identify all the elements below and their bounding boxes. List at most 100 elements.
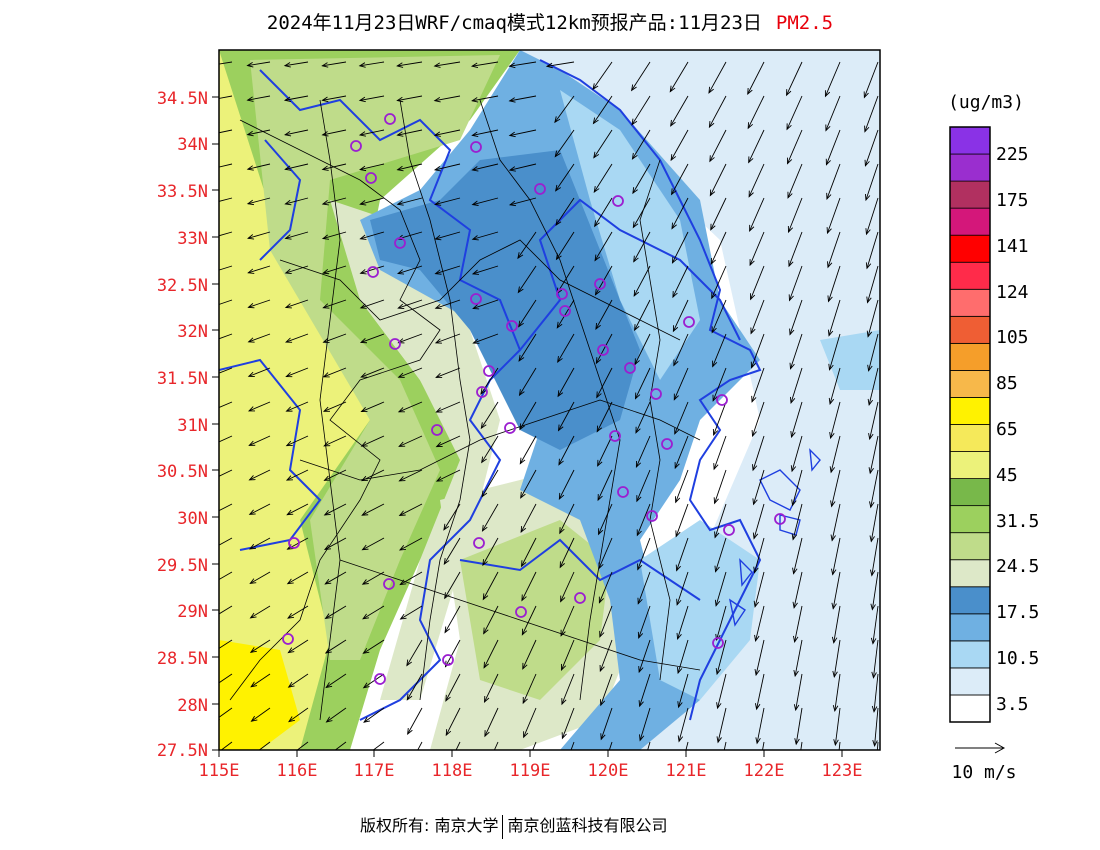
wind-arrow-head bbox=[554, 116, 561, 124]
wind-arrow-head bbox=[519, 423, 525, 431]
wind-arrow bbox=[360, 197, 385, 205]
wind-arrow bbox=[716, 605, 727, 641]
wind-arrow bbox=[472, 163, 499, 171]
wind-arrow-head bbox=[712, 428, 719, 437]
wind-arrow bbox=[219, 605, 233, 615]
wind-arrow bbox=[751, 333, 765, 368]
wind-arrow-head bbox=[672, 291, 678, 299]
wind-arrow bbox=[710, 231, 727, 265]
wind-arrow bbox=[865, 163, 879, 201]
wind-arrow bbox=[830, 401, 841, 439]
wind-arrow-head bbox=[286, 509, 294, 516]
wind-arrow bbox=[481, 435, 499, 463]
lon-label-118: 118E bbox=[432, 761, 473, 781]
wind-arrow-head bbox=[556, 321, 563, 329]
wind-arrow-head bbox=[826, 227, 832, 235]
wind-arrow bbox=[249, 503, 271, 515]
wind-arrow-head bbox=[829, 432, 835, 440]
wind-arrow bbox=[791, 401, 803, 438]
wind-arrow bbox=[557, 333, 575, 363]
station-marker bbox=[473, 537, 485, 549]
wind-arrow bbox=[219, 129, 233, 134]
wind-arrow bbox=[517, 265, 537, 293]
wind-arrow bbox=[597, 469, 613, 501]
wind-arrow-head bbox=[557, 390, 564, 398]
wind-arrow-head bbox=[483, 627, 489, 635]
wind-arrow-head bbox=[831, 602, 837, 610]
colorbar-swatch bbox=[949, 586, 991, 615]
wind-arrow bbox=[247, 61, 271, 67]
wind-arrow-head bbox=[708, 121, 715, 129]
wind-arrow-head bbox=[249, 612, 257, 619]
wind-arrow-head bbox=[716, 702, 722, 710]
wind-arrow bbox=[249, 435, 271, 446]
wind-arrow bbox=[323, 299, 347, 309]
wind-arrow bbox=[598, 537, 613, 569]
wind-arrow bbox=[674, 435, 689, 469]
wind-arrow-head bbox=[671, 222, 677, 230]
wind-arrow-head bbox=[485, 764, 489, 770]
wind-arrow-head bbox=[673, 393, 679, 401]
wind-arrow bbox=[634, 299, 651, 331]
wind-arrow bbox=[876, 741, 879, 750]
wind-arrow bbox=[219, 299, 233, 305]
wind-arrow bbox=[399, 503, 423, 516]
wind-arrow bbox=[793, 571, 803, 608]
wind-arrow bbox=[363, 673, 385, 689]
wind-arrow bbox=[598, 503, 613, 535]
wind-arrow-head bbox=[792, 635, 799, 643]
wind-arrow bbox=[711, 299, 727, 333]
wind-arrow-head bbox=[786, 89, 792, 97]
wind-arrow-head bbox=[250, 681, 258, 688]
wind-arrow-head bbox=[471, 166, 479, 172]
wind-arrow-head bbox=[324, 578, 332, 585]
wind-arrow bbox=[509, 197, 537, 206]
wind-arrow bbox=[592, 61, 613, 90]
reference-vector: 10 m/s bbox=[951, 742, 1017, 783]
wind-arrow-head bbox=[211, 338, 217, 342]
wind-arrow-head bbox=[443, 523, 450, 531]
wind-arrow bbox=[871, 537, 879, 576]
wind-arrow bbox=[219, 95, 233, 99]
wind-arrow-head bbox=[865, 193, 871, 202]
station-marker bbox=[612, 195, 624, 207]
lat-label-34-5: 34.5N bbox=[157, 89, 208, 109]
wind-arrow-head bbox=[787, 157, 793, 165]
wind-arrow bbox=[399, 537, 423, 551]
wind-arrow-head bbox=[715, 668, 722, 676]
wind-arrow bbox=[558, 401, 575, 431]
wind-arrow bbox=[709, 95, 727, 128]
wind-arrow-head bbox=[596, 391, 602, 399]
wind-arrow bbox=[595, 333, 613, 364]
wind-arrow bbox=[284, 61, 309, 67]
wind-arrow-head bbox=[561, 663, 567, 672]
wind-arrow bbox=[434, 129, 461, 136]
wind-arrow bbox=[747, 95, 765, 129]
wind-arrow-head bbox=[287, 647, 295, 654]
wind-arrow bbox=[678, 673, 689, 708]
wind-arrow-head bbox=[865, 228, 871, 236]
wind-arrow-head bbox=[212, 406, 218, 410]
wind-arrow-head bbox=[825, 158, 831, 166]
wind-arrow-head bbox=[398, 476, 406, 482]
wind-arrow-head bbox=[754, 669, 760, 677]
wind-arrow-head bbox=[248, 543, 257, 550]
wind-arrow bbox=[674, 401, 689, 435]
wind-arrow-head bbox=[483, 661, 489, 669]
wind-arrow bbox=[473, 333, 499, 344]
colorbar-swatch bbox=[949, 288, 991, 317]
wind-arrow-head bbox=[717, 771, 722, 777]
wind-arrow-head bbox=[483, 695, 490, 704]
footer-right: 南京创蓝科技有限公司 bbox=[507, 816, 668, 835]
wind-arrow-head bbox=[323, 544, 332, 550]
wind-arrow-head bbox=[519, 457, 526, 465]
wind-arrow-head bbox=[508, 131, 516, 138]
wind-arrow bbox=[472, 95, 499, 102]
wind-arrow bbox=[673, 333, 689, 366]
wind-arrow-head bbox=[864, 125, 870, 133]
wind-arrow bbox=[287, 605, 309, 619]
wind-arrow-head bbox=[433, 131, 441, 137]
wind-arrow-head bbox=[480, 387, 487, 395]
wind-arrow-head bbox=[869, 569, 876, 577]
wind-arrow bbox=[219, 367, 233, 374]
